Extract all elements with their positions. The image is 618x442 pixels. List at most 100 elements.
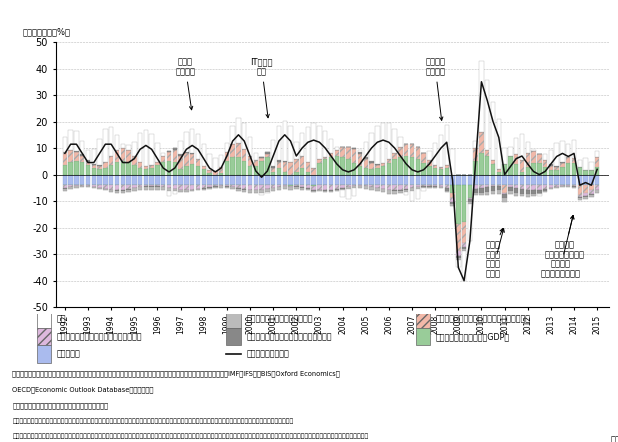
Bar — [479, 61, 484, 132]
Bar — [451, 175, 455, 185]
Bar — [554, 187, 559, 188]
Bar — [323, 159, 328, 175]
Bar — [126, 150, 131, 163]
Bar — [196, 166, 200, 175]
Bar — [74, 151, 78, 152]
Bar — [172, 189, 177, 191]
Bar — [115, 150, 119, 163]
Bar — [103, 162, 108, 168]
Bar — [404, 192, 408, 195]
Bar — [561, 167, 565, 175]
Bar — [155, 187, 159, 190]
Bar — [358, 150, 362, 152]
Bar — [444, 165, 449, 168]
Text: （前年同期比、%）: （前年同期比、%） — [22, 28, 70, 37]
Text: ２．　２０１４年第１四半期から第２四半期にかけての輸出財生産能力要因の下押し寄与は、企業が消費税率引き上げに伴う国内の駆け込み需要に対応するため、: ２． ２０１４年第１四半期から第２四半期にかけての輸出財生産能力要因の下押し寄与… — [12, 418, 294, 423]
Bar — [289, 175, 293, 185]
Bar — [213, 159, 218, 171]
Bar — [271, 172, 276, 175]
Bar — [497, 186, 501, 191]
Bar — [225, 187, 229, 188]
Bar — [103, 168, 108, 175]
Bar — [421, 185, 426, 186]
Bar — [329, 185, 333, 190]
Bar — [62, 152, 67, 165]
Text: （年期）: （年期） — [611, 435, 618, 442]
Bar — [341, 188, 345, 189]
Bar — [80, 141, 85, 154]
Bar — [109, 185, 113, 190]
Bar — [439, 187, 443, 188]
Bar — [121, 175, 125, 185]
Bar — [358, 166, 362, 175]
Bar — [155, 162, 159, 165]
Bar — [485, 156, 489, 175]
Bar — [248, 137, 252, 156]
Bar — [231, 175, 235, 185]
Bar — [126, 163, 131, 175]
Bar — [566, 157, 570, 163]
Bar — [184, 190, 188, 192]
Bar — [421, 186, 426, 187]
Bar — [346, 175, 350, 185]
Bar — [253, 166, 258, 175]
Bar — [231, 185, 235, 187]
Bar — [201, 166, 206, 169]
Bar — [300, 188, 304, 190]
Bar — [91, 149, 96, 164]
Bar — [126, 175, 131, 185]
Bar — [583, 158, 588, 170]
Bar — [427, 160, 431, 166]
Bar — [155, 175, 159, 185]
Bar — [103, 185, 108, 189]
Bar — [491, 185, 495, 186]
Bar — [150, 186, 154, 187]
Bar — [260, 185, 264, 190]
Bar — [462, 175, 467, 185]
Bar — [433, 187, 438, 188]
Bar — [161, 185, 166, 187]
Bar — [143, 169, 148, 175]
Bar — [444, 168, 449, 175]
Bar — [98, 185, 102, 188]
Bar — [236, 157, 240, 175]
Bar — [398, 185, 403, 190]
Bar — [236, 175, 240, 185]
Bar — [69, 185, 73, 187]
Bar — [410, 191, 414, 201]
Bar — [69, 175, 73, 185]
Bar — [201, 175, 206, 185]
Bar — [520, 172, 524, 175]
Bar — [91, 165, 96, 168]
Bar — [196, 175, 200, 185]
Bar — [468, 204, 472, 241]
Bar — [456, 256, 460, 258]
Bar — [352, 186, 357, 188]
Bar — [225, 161, 229, 175]
Bar — [143, 187, 148, 190]
Bar — [317, 159, 321, 163]
Bar — [161, 156, 166, 163]
Text: OECD「Economic Outlook Database」から作成。: OECD「Economic Outlook Database」から作成。 — [12, 386, 154, 393]
Bar — [444, 188, 449, 191]
Bar — [375, 168, 379, 175]
Bar — [583, 185, 588, 193]
Bar — [329, 190, 333, 191]
Bar — [537, 190, 541, 193]
Bar — [248, 166, 252, 175]
Bar — [508, 175, 512, 185]
FancyBboxPatch shape — [226, 310, 240, 328]
Bar — [277, 185, 281, 187]
Bar — [201, 144, 206, 166]
Bar — [277, 175, 281, 185]
Bar — [404, 190, 408, 192]
Bar — [566, 185, 570, 186]
Bar — [329, 191, 333, 192]
Bar — [179, 141, 183, 154]
Bar — [172, 150, 177, 163]
Bar — [381, 166, 385, 175]
Bar — [231, 145, 235, 157]
Bar — [531, 194, 536, 196]
Bar — [282, 121, 287, 161]
Bar — [566, 186, 570, 187]
